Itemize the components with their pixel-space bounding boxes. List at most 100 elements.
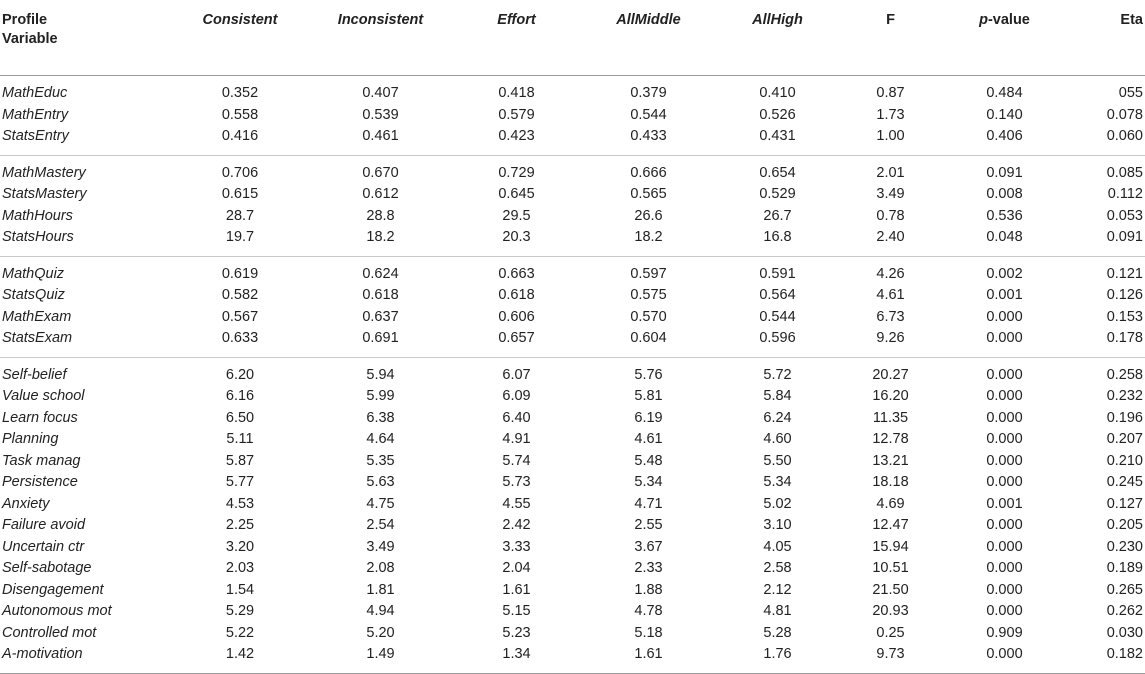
value-cell-effort: 5.15 [502,603,531,620]
table-row: Controlled mot 5.22 5.20 5.23 5.18 5.28 0.25 0.… [0,623,1145,645]
value-cell-inconsistent: 3.49 [366,538,395,555]
table-row: StatsExam 0.633 0.691 0.657 0.604 0.596 9.26 0.… [0,328,1145,358]
table-row: Self-sabotage 2.03 2.08 2.04 2.33 2.58 10.51 0.… [0,558,1145,580]
value-cell-eta: 055 [1118,85,1143,102]
value-cell-p-value: 0.000 [986,603,1023,620]
value-cell-consistent: 0.619 [221,265,259,282]
value-cell-f: 0.87 [876,85,905,102]
value-cell-f: 2.01 [876,164,905,181]
value-cell-allmiddle: 1.61 [582,644,715,674]
value-cell-eta: 0.126 [1106,287,1143,304]
value-cell-f: 10.51 [872,560,909,577]
value-cell-p-value: 0.536 [986,207,1023,224]
value-cell-eta: 0.205 [1106,517,1143,534]
table-row: MathExam 0.567 0.637 0.606 0.570 0.544 6.73 0.0… [0,307,1145,329]
value-cell-eta: 0.207 [1106,431,1143,448]
value-cell-effort: 3.33 [502,538,531,555]
row-label-cell: MathExam [2,308,72,325]
value-cell-inconsistent: 5.94 [366,366,395,383]
table-row: StatsHours 19.7 18.2 20.3 18.2 16.8 2.40 0.048 0… [0,227,1145,257]
value-cell-consistent: 5.77 [225,474,255,491]
value-cell-effort: 5.23 [502,624,531,641]
value-cell-allmiddle: 0.597 [630,265,667,282]
value-cell-eta: 0.153 [1106,308,1143,325]
value-cell-inconsistent: 0.624 [362,265,399,282]
row-label-cell: Disengagement [2,581,104,598]
table-row: MathHours 28.7 28.8 29.5 26.6 26.7 0.78 0.536 0.… [0,206,1145,228]
value-cell-consistent: 0.706 [221,164,259,181]
row-label-cell: StatsEntry [0,126,170,156]
value-cell-effort: 0.729 [498,164,535,181]
header-allhigh: AllHigh [715,0,840,76]
value-cell-allmiddle: 0.433 [582,126,715,156]
value-cell-allmiddle: 0.666 [630,164,667,181]
value-cell-eta: 0.189 [1106,560,1143,577]
value-cell-inconsistent: 6.38 [366,409,395,426]
table-row: A-motivation 1.42 1.49 1.34 1.61 1.76 9.73 0.00… [0,644,1145,674]
value-cell-f: 0.78 [876,207,905,224]
value-cell-inconsistent: 0.691 [310,328,451,358]
header-eta: Eta [1068,0,1145,76]
value-cell-allhigh: 0.529 [759,186,796,203]
row-label-cell: Value school [2,388,85,405]
value-cell-inconsistent: 18.2 [310,227,451,257]
value-cell-p-value: 0.048 [941,227,1068,257]
header-p-suffix: -value [987,12,1030,28]
value-cell-f: 15.94 [872,538,909,555]
row-label-cell: Persistence [2,474,78,491]
table-row: StatsMastery 0.615 0.612 0.645 0.565 0.529 3.4… [0,184,1145,206]
value-cell-effort: 0.423 [451,126,582,156]
table-row: Uncertain ctr 3.20 3.49 3.33 3.67 4.05 15.94 0.… [0,537,1145,559]
row-label-cell: MathQuiz [2,265,65,282]
row-label-cell: Anxiety [2,495,50,512]
row-label-cell: Self-belief [2,366,67,383]
table-row: Value school 6.16 5.99 6.09 5.81 5.84 16.20 0.0… [0,386,1145,408]
value-cell-consistent: 2.03 [225,560,255,577]
value-cell-inconsistent: 0.407 [362,85,399,102]
value-cell-eta: 0.053 [1106,207,1143,224]
value-cell-eta: 0.112 [1107,186,1143,203]
value-cell-allhigh: 26.7 [763,207,792,224]
value-cell-inconsistent: 1.81 [366,581,395,598]
value-cell-p-value: 0.000 [986,366,1023,383]
value-cell-allhigh: 0.431 [715,126,840,156]
value-cell-p-value: 0.000 [941,328,1068,358]
row-label-cell: StatsExam [0,328,170,358]
value-cell-f: 4.61 [876,287,905,304]
row-label-cell: Planning [2,431,59,448]
value-cell-allmiddle: 26.6 [634,207,663,224]
value-cell-allhigh: 0.596 [715,328,840,358]
value-cell-inconsistent: 0.612 [362,186,399,203]
value-cell-consistent: 1.54 [225,581,255,598]
value-cell-consistent: 0.352 [221,85,259,102]
value-cell-p-value: 0.000 [986,517,1023,534]
value-cell-allmiddle: 3.67 [634,538,663,555]
value-cell-allmiddle: 5.81 [634,388,663,405]
value-cell-p-value: 0.000 [941,644,1068,674]
value-cell-eta: 0.121 [1106,265,1143,282]
value-cell-effort: 0.663 [498,265,535,282]
value-cell-f: 1.73 [876,106,905,123]
value-cell-consistent: 0.567 [221,308,259,325]
value-cell-allhigh: 6.24 [763,409,792,426]
row-label-cell: StatsMastery [2,186,87,203]
value-cell-consistent: 19.7 [170,227,310,257]
header-allmiddle: AllMiddle [582,0,715,76]
row-label-cell: A-motivation [0,644,170,674]
row-label-cell: MathEduc [2,85,68,102]
value-cell-consistent: 5.87 [225,452,255,469]
value-cell-allmiddle: 4.78 [634,603,663,620]
value-cell-allmiddle: 4.61 [634,431,663,448]
table-row: Autonomous mot 5.29 4.94 5.15 4.78 4.81 20.93 0… [0,601,1145,623]
value-cell-f: 16.20 [872,388,909,405]
value-cell-p-value: 0.000 [986,474,1023,491]
row-label-cell: Controlled mot [2,624,97,641]
value-cell-consistent: 0.615 [221,186,259,203]
row-label-cell: StatsHours [0,227,170,257]
value-cell-allmiddle: 1.88 [634,581,663,598]
value-cell-f: 1.00 [840,126,941,156]
value-cell-f: 3.49 [876,186,905,203]
row-label-cell: Learn focus [2,409,78,426]
value-cell-eta: 0.210 [1106,452,1143,469]
value-cell-consistent: 0.558 [221,106,259,123]
